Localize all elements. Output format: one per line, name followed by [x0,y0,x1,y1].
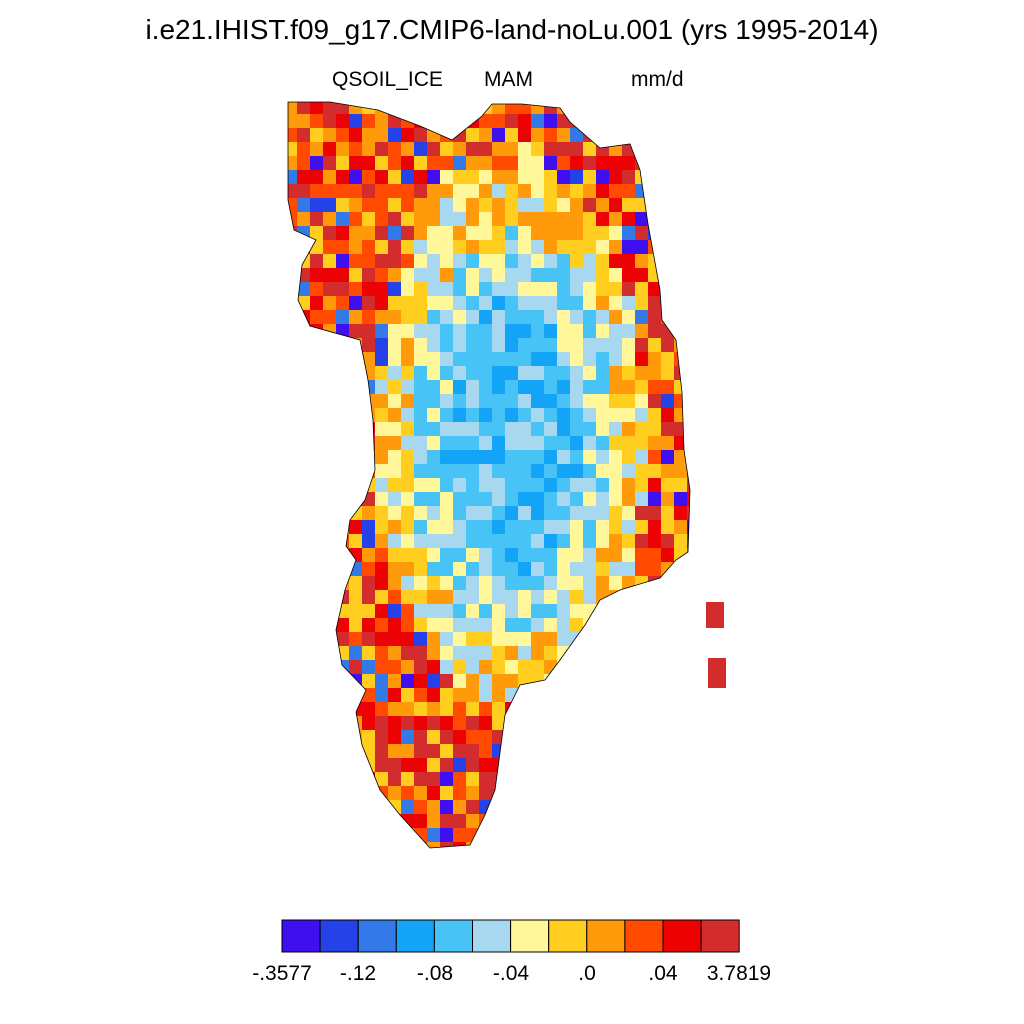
colorbar-swatch [319,919,359,953]
colorbar-swatch [433,919,473,953]
colorbar-swatch [395,919,435,953]
colorbar-swatch [700,919,740,953]
colorbar-tick-label: .0 [578,962,596,985]
units-label: mm/d [631,68,684,91]
colorbar-swatch [662,919,702,953]
coastline [287,101,691,849]
colorbar-tick-label: -.08 [417,962,453,985]
colorbar-tick-label: .04 [648,962,678,985]
colorbar-tick-label: 3.7819 [707,962,771,985]
season-label: MAM [484,68,533,91]
east-island [706,602,726,688]
colorbar-swatch [281,919,321,953]
colorbar-swatch [586,919,626,953]
colorbar-swatch [510,919,550,953]
colorbar-swatch [548,919,588,953]
colorbar-tick-label: -.04 [493,962,530,985]
colorbar-swatch [472,919,512,953]
colorbar-swatch [624,919,664,953]
colorbar-tick-label: -.12 [340,962,376,985]
colorbar-swatch [357,919,397,953]
colorbar-tick-label: -.3577 [252,962,312,985]
plot-title: i.e21.IHIST.f09_g17.CMIP6-land-noLu.001 … [145,14,879,45]
variable-label: QSOIL_ICE [332,68,443,91]
